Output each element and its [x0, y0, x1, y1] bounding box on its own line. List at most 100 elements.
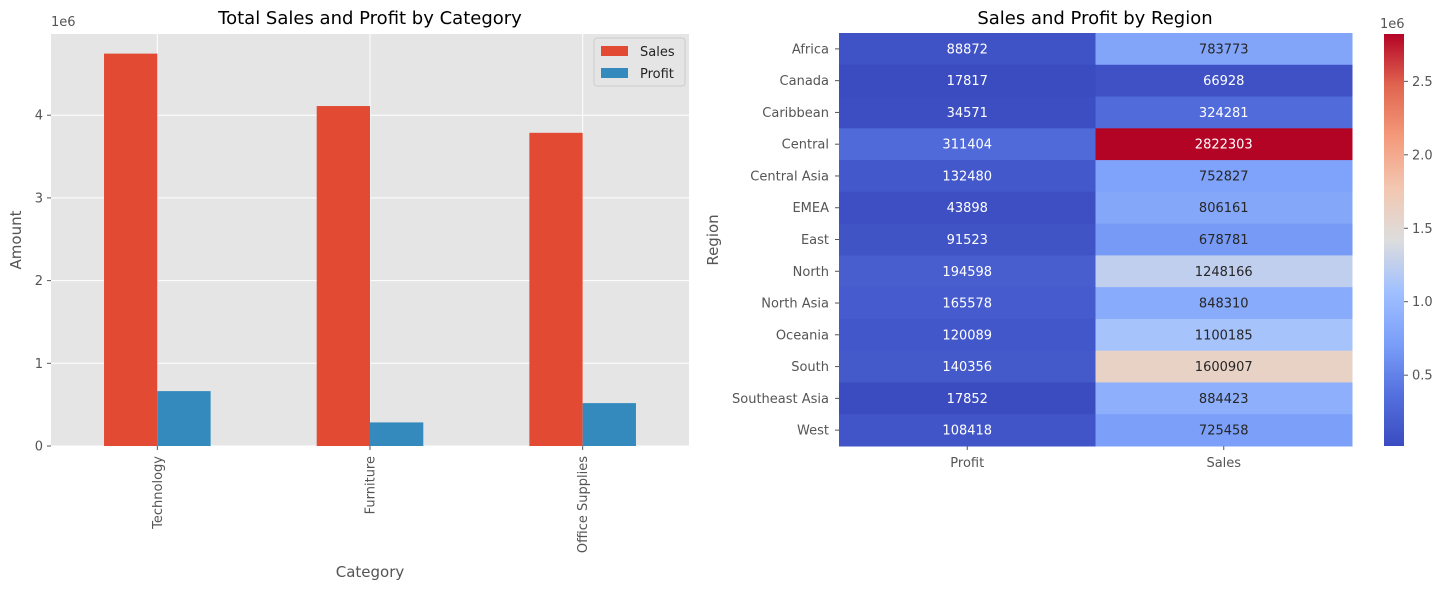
heatmap-cell-oceania-sales [1095, 318, 1353, 352]
heatmap-cell-north-asia-sales [1095, 287, 1353, 320]
heatmap-cell-emea-sales [1095, 191, 1353, 225]
colorbar-tick-label: 0.5 [1412, 369, 1433, 384]
row-label-west: West [797, 424, 829, 439]
heatmap-cell-africa-profit [839, 33, 1096, 66]
heatmap-value-emea-profit: 43898 [947, 201, 988, 216]
heatmap-value-south-sales: 1600907 [1195, 360, 1253, 375]
heatmap-value-east-profit: 91523 [947, 233, 988, 248]
colorbar: 0.5 1.0 1.5 2.0 2.5 1e6 [1380, 17, 1433, 446]
heatmap-cell-west-profit [839, 414, 1096, 447]
heatmap-cell-south-sales [1095, 350, 1353, 383]
heatmap-cell-canada-profit [839, 64, 1096, 98]
heatmap-value-north-asia-profit: 165578 [942, 297, 992, 312]
heatmap-cells: 88872 783773 17817 66928 34571 324281 311404 28… [839, 33, 1353, 447]
heatmap-cell-east-sales [1095, 223, 1353, 256]
row-label-caribbean: Caribbean [762, 106, 829, 121]
heatmap-cell-caribbean-profit [839, 96, 1096, 129]
x-tick-label: Technology [151, 456, 166, 530]
bar-x-ticks: Technology Furniture Office Supplies [151, 446, 591, 553]
bar-x-axis-label: Category [336, 563, 405, 581]
heatmap-y-axis-label: Region [704, 214, 722, 265]
heatmap-value-southeast-asia-sales: 884423 [1199, 392, 1249, 407]
y-tick-label: 3 [35, 191, 43, 206]
heatmap-value-caribbean-profit: 34571 [947, 106, 988, 121]
heatmap-cell-caribbean-sales [1095, 96, 1353, 129]
legend-swatch-profit [601, 68, 628, 78]
bar-y-offset-label: 1e6 [51, 15, 76, 30]
column-label-sales: Sales [1206, 456, 1241, 471]
row-label-emea: EMEA [792, 201, 829, 216]
row-label-central-asia: Central Asia [750, 169, 829, 184]
colorbar-tick-label: 1.5 [1412, 222, 1433, 237]
bar-chart: 0 1 2 3 4 Technology Furniture Office Supplies… [7, 8, 689, 581]
heatmap-cell-southeast-asia-profit [839, 382, 1096, 415]
bar-profit-office-supplies [582, 403, 636, 446]
row-label-canada: Canada [780, 74, 829, 89]
heatmap-value-africa-profit: 88872 [947, 42, 988, 57]
heatmap-cell-southeast-asia-sales [1095, 382, 1353, 415]
heatmap-value-emea-sales: 806161 [1199, 201, 1249, 216]
heatmap-cell-central-profit [839, 128, 1096, 161]
colorbar-tick-label: 2.5 [1412, 75, 1433, 90]
heatmap-value-central-profit: 311404 [942, 138, 992, 153]
heatmap-column-labels: Profit Sales [950, 446, 1241, 471]
bar-profit-furniture [370, 422, 424, 446]
y-tick-label: 1 [35, 357, 43, 372]
heatmap-cell-east-profit [839, 223, 1096, 256]
heatmap-value-oceania-sales: 1100185 [1195, 328, 1253, 343]
heatmap-cell-south-profit [839, 350, 1096, 383]
colorbar-ticks: 0.5 1.0 1.5 2.0 2.5 [1404, 75, 1433, 384]
bar-sales-technology [104, 53, 158, 447]
heatmap-value-central-sales: 2822303 [1195, 138, 1253, 153]
bar-sales-furniture [316, 106, 370, 446]
heatmap-value-caribbean-sales: 324281 [1199, 106, 1249, 121]
bar-marks [104, 53, 636, 447]
bar-sales-office-supplies [529, 132, 583, 447]
colorbar-offset-label: 1e6 [1380, 17, 1405, 32]
heatmap-chart: 88872 783773 17817 66928 34571 324281 311404 28… [704, 8, 1433, 471]
row-label-north: North [793, 265, 829, 280]
colorbar-tick-label: 1.0 [1412, 295, 1433, 310]
x-tick-label: Furniture [364, 456, 379, 514]
bar-chart-title: Total Sales and Profit by Category [217, 8, 522, 29]
legend-label-sales: Sales [640, 45, 675, 60]
x-tick-label: Office Supplies [576, 456, 591, 553]
heatmap-value-west-sales: 725458 [1199, 424, 1249, 439]
heatmap-value-south-profit: 140356 [942, 360, 992, 375]
heatmap-cell-west-sales [1095, 414, 1353, 447]
colorbar-tick-label: 2.0 [1412, 148, 1433, 163]
heatmap-cell-oceania-profit [839, 318, 1096, 352]
heatmap-row-labels: Africa Canada Caribbean Central Central Asia… [732, 42, 839, 439]
row-label-central: Central [782, 138, 829, 153]
row-label-east: East [801, 233, 829, 248]
y-tick-label: 4 [35, 109, 43, 124]
bar-y-ticks: 0 1 2 3 4 [35, 109, 51, 455]
row-label-north-asia: North Asia [761, 297, 829, 312]
row-label-oceania: Oceania [776, 328, 829, 343]
bar-legend: Sales Profit [593, 37, 686, 87]
heatmap-cell-north-sales [1095, 255, 1353, 288]
legend-swatch-sales [601, 46, 628, 56]
heatmap-value-north-profit: 194598 [942, 265, 992, 280]
heatmap-title: Sales and Profit by Region [977, 8, 1212, 29]
heatmap-cell-central-sales [1095, 128, 1353, 161]
heatmap-value-central-asia-sales: 752827 [1199, 169, 1249, 184]
heatmap-value-north-asia-sales: 848310 [1199, 297, 1249, 312]
heatmap-value-southeast-asia-profit: 17852 [947, 392, 988, 407]
row-label-africa: Africa [792, 42, 829, 57]
heatmap-value-west-profit: 108418 [942, 424, 992, 439]
colorbar-gradient [1384, 34, 1404, 446]
heatmap-value-oceania-profit: 120089 [942, 328, 992, 343]
heatmap-value-north-sales: 1248166 [1195, 265, 1253, 280]
heatmap-cell-canada-sales [1095, 64, 1353, 98]
legend-label-profit: Profit [640, 67, 674, 82]
row-label-southeast-asia: Southeast Asia [732, 392, 829, 407]
heatmap-cell-north-profit [839, 255, 1096, 288]
column-label-profit: Profit [950, 456, 984, 471]
heatmap-cell-central-asia-sales [1095, 160, 1353, 193]
heatmap-value-central-asia-profit: 132480 [942, 169, 992, 184]
heatmap-cell-africa-sales [1095, 33, 1353, 66]
heatmap-cell-emea-profit [839, 191, 1096, 225]
heatmap-value-africa-sales: 783773 [1199, 42, 1249, 57]
